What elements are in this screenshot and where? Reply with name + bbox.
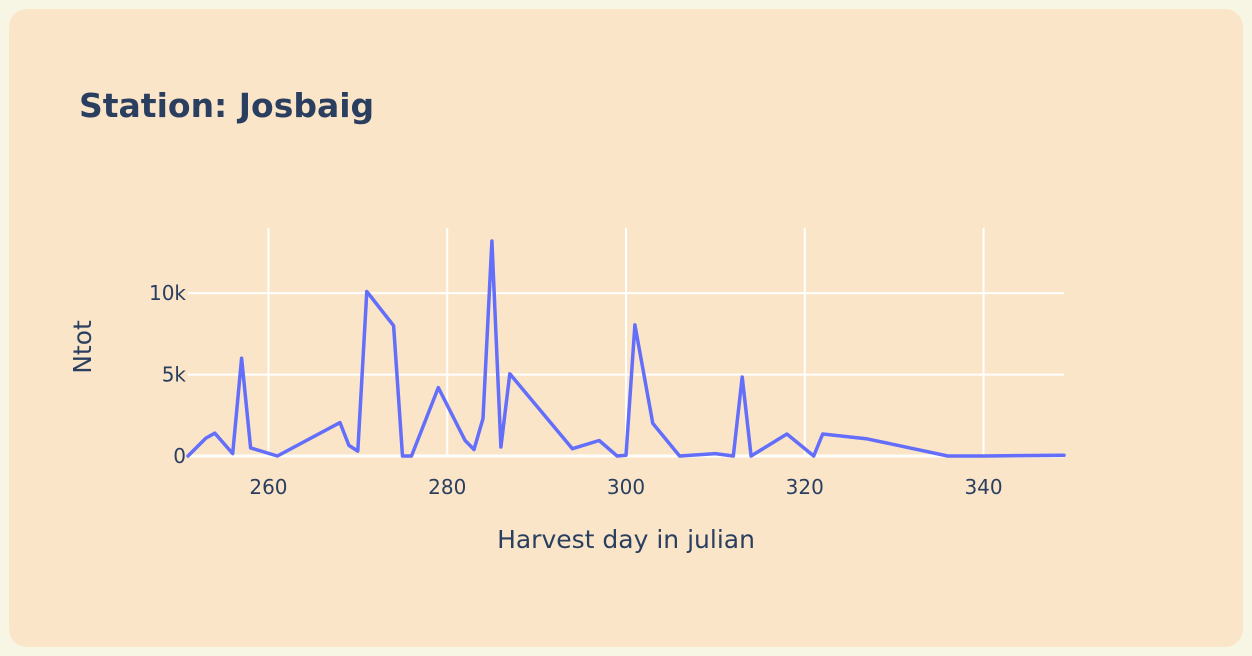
label-layer: 260 280 300 320 340 0 5k 10k bbox=[149, 281, 1003, 499]
series-line bbox=[186, 239, 1066, 458]
y-tick-label: 0 bbox=[173, 444, 186, 468]
x-tick-label: 300 bbox=[607, 475, 645, 499]
grid-layer bbox=[188, 228, 1064, 458]
x-tick-label: 280 bbox=[428, 475, 466, 499]
line-layer bbox=[186, 239, 1066, 458]
y-axis-title: Ntot bbox=[68, 320, 97, 374]
x-tick-label: 320 bbox=[786, 475, 824, 499]
x-axis-title: Harvest day in julian bbox=[497, 525, 755, 554]
y-tick-label: 10k bbox=[149, 281, 186, 305]
x-tick-label: 340 bbox=[964, 475, 1002, 499]
x-tick-label: 260 bbox=[249, 475, 287, 499]
y-tick-label: 5k bbox=[162, 363, 187, 387]
chart-title: Station: Josbaig bbox=[79, 86, 375, 125]
